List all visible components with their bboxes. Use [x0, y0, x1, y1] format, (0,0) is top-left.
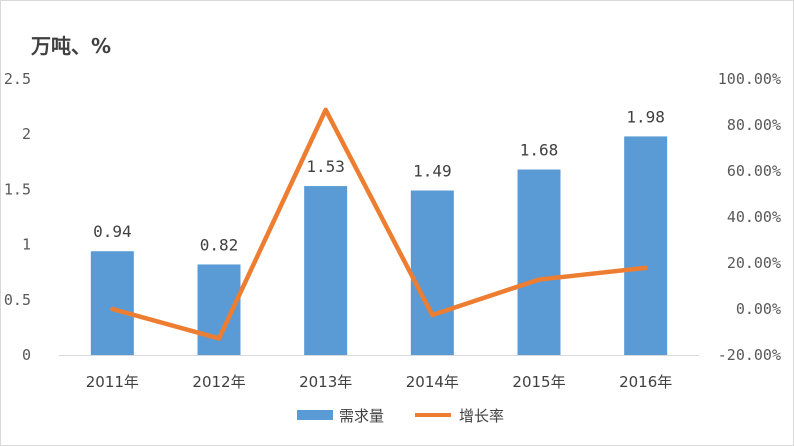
legend-item-demand: 需求量 — [297, 407, 384, 425]
x-axis-tick-label: 2012年 — [192, 373, 245, 391]
line-series — [110, 107, 648, 341]
left-axis-tick-label: 2.5 — [4, 70, 31, 88]
legend-label-growth: 增长率 — [459, 407, 504, 425]
growth-rate-point — [430, 313, 434, 317]
bar — [90, 251, 134, 355]
growth-rate-point — [217, 336, 221, 340]
growth-rate-point — [644, 266, 648, 270]
bar-data-label: 0.82 — [200, 235, 239, 254]
right-axis-tick-label: -20.00% — [718, 346, 781, 364]
legend-swatch-bar — [297, 410, 333, 420]
left-axis-tick-label: 1.5 — [4, 180, 31, 198]
bar-data-label: 1.68 — [520, 141, 559, 160]
x-axis-tick-label: 2016年 — [619, 373, 672, 391]
x-axis: 2011年 2012年 2013年 2014年 2015年 2016年 — [86, 373, 673, 391]
left-axis-tick-label: 0.5 — [4, 291, 31, 309]
right-axis: -20.00% 0.00% 20.00% 40.00% 60.00% 80.00% 100.… — [718, 70, 781, 364]
bar-series — [90, 136, 668, 355]
right-axis-tick-label: 0.00% — [736, 300, 781, 318]
left-axis: 0 0.5 1 1.5 2 2.5 — [4, 70, 31, 364]
bar — [624, 136, 668, 355]
legend-item-growth: 增长率 — [415, 407, 504, 425]
right-axis-tick-label: 80.00% — [727, 116, 781, 134]
bar-data-label: 1.53 — [306, 157, 345, 176]
right-axis-tick-label: 40.00% — [727, 208, 781, 226]
x-axis-tick-label: 2015年 — [512, 373, 565, 391]
x-axis-tick-label: 2014年 — [406, 373, 459, 391]
left-axis-tick-label: 1 — [22, 236, 31, 254]
legend-label-demand: 需求量 — [339, 407, 384, 425]
bar-data-label: 1.98 — [626, 107, 665, 126]
legend: 需求量 增长率 — [297, 407, 504, 425]
unit-label: 万吨、% — [30, 34, 111, 58]
bar-data-label: 0.94 — [93, 222, 132, 241]
growth-rate-point — [537, 278, 541, 282]
growth-rate-point — [110, 307, 114, 311]
right-axis-tick-label: 20.00% — [727, 254, 781, 272]
right-axis-tick-label: 100.00% — [718, 70, 781, 88]
left-axis-tick-label: 0 — [22, 346, 31, 364]
bar — [517, 169, 561, 355]
bar-data-labels: 0.94 0.82 1.53 1.49 1.68 1.98 — [93, 107, 665, 254]
left-axis-tick-label: 2 — [22, 125, 31, 143]
bar — [410, 190, 454, 355]
right-axis-tick-label: 60.00% — [727, 162, 781, 180]
x-axis-tick-label: 2011年 — [86, 373, 139, 391]
growth-rate-line — [110, 107, 648, 341]
growth-rate-point — [324, 108, 328, 112]
x-axis-tick-label: 2013年 — [299, 373, 352, 391]
bar — [304, 186, 348, 355]
bar-data-label: 1.49 — [413, 162, 452, 181]
